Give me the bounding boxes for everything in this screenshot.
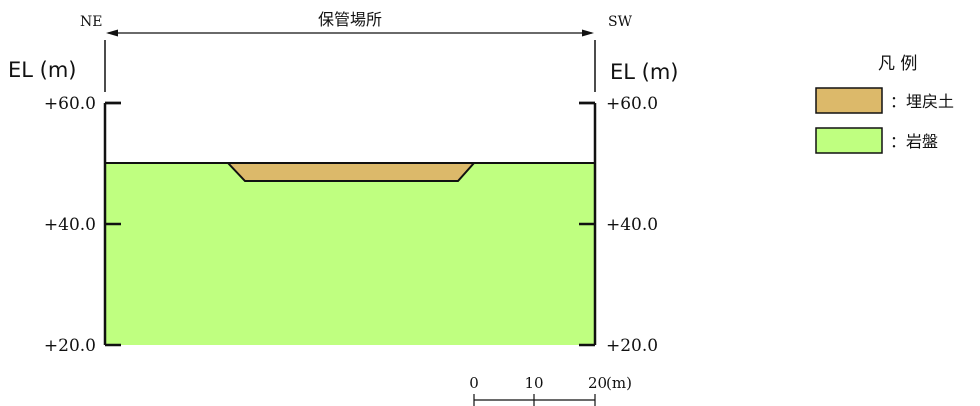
- scale-bar-label-0: 0: [469, 374, 479, 392]
- direction-label-sw: SW: [608, 14, 633, 30]
- span-label: 保管場所: [318, 10, 382, 29]
- rock-area: [105, 163, 595, 345]
- left-axis-unit-label: EL (m): [8, 58, 77, 82]
- scale-bar-label-10: 10: [524, 374, 543, 392]
- legend-label-backfill: ：埋戻土: [890, 92, 954, 111]
- legend-swatch-backfill: [815, 87, 883, 114]
- left-tick-label-0: +60.0: [44, 94, 96, 114]
- right-tick-label-0: +60.0: [606, 94, 658, 114]
- legend-title: 凡 例: [878, 54, 917, 74]
- span-arrow-left-icon: [106, 29, 118, 37]
- legend-label-rock: ：岩盤: [890, 132, 938, 151]
- right-tick-label-1: +40.0: [606, 215, 658, 235]
- left-tick-label-2: +20.0: [44, 336, 96, 356]
- backfill-soil-area: [225, 162, 477, 182]
- legend-swatch-rock: [815, 127, 883, 154]
- scale-bar-label-20: 20: [588, 374, 607, 392]
- left-tick-label-1: +40.0: [44, 215, 96, 235]
- direction-label-ne: NE: [80, 14, 102, 30]
- right-axis-unit-label: EL (m): [610, 60, 679, 84]
- span-arrow-right-icon: [582, 29, 594, 37]
- right-tick-group: +60.0 +40.0 +20.0: [579, 94, 658, 356]
- right-tick-label-2: +20.0: [606, 336, 658, 356]
- left-tick-group: +60.0 +40.0 +20.0: [44, 94, 121, 356]
- scale-bar-unit: (m): [606, 374, 632, 392]
